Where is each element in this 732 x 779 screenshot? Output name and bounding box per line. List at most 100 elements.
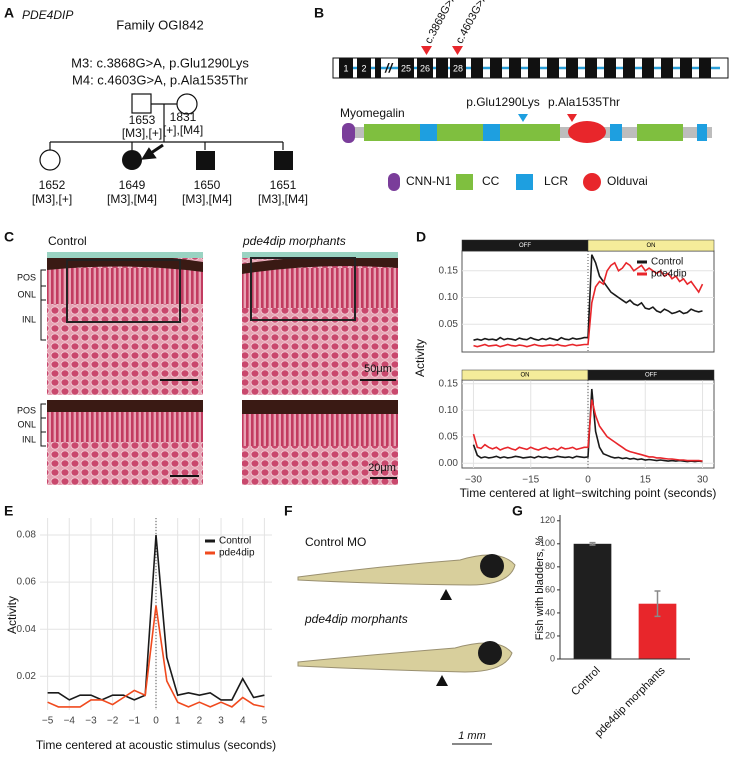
x-tick-label: 0 (153, 716, 159, 727)
y-axis-label: Activity (413, 339, 427, 377)
x-tick-label: −5 (42, 716, 54, 727)
genotype: [M3],[M4] (107, 192, 157, 206)
y-tick-label: 100 (540, 538, 555, 548)
y-tick-label: 0.05 (439, 319, 459, 330)
y-tick-label: 0.10 (439, 292, 459, 303)
genotype: [M3],[M4] (258, 192, 308, 206)
x-axis-label: Time centered at light−switching point (… (460, 486, 717, 500)
phase-bar (587, 239, 715, 252)
legend-label: pde4dip (651, 269, 687, 280)
series-line (472, 388, 703, 463)
y-tick-label: 0.05 (439, 431, 459, 442)
bladder-arrow (436, 675, 448, 686)
x-tick-label: −30 (465, 475, 482, 486)
protein-name: Myomegalin (340, 106, 405, 120)
legend-label: pde4dip (219, 548, 255, 559)
larva (297, 642, 513, 673)
condition-label: Control (48, 234, 87, 248)
micrograph (47, 400, 203, 485)
break-mark: // (384, 60, 394, 75)
legend-swatch (388, 173, 400, 191)
larvae: Control MO pde4dip morphants 1 mm (297, 535, 516, 745)
y-tick-label: 0.15 (439, 378, 459, 389)
legend-label: CC (482, 174, 500, 188)
individual-id: 1651 (270, 178, 297, 192)
series-line (472, 399, 703, 462)
panel-label: G (512, 503, 523, 519)
y-tick-label: 0.06 (17, 577, 37, 588)
x-tick-label: 3 (218, 716, 224, 727)
x-tick-label: 15 (640, 475, 652, 486)
x-tick-label: 2 (197, 716, 203, 727)
y-tick-label: 80 (545, 561, 555, 571)
exons (339, 58, 711, 78)
variant-label: c.4603G>A (454, 0, 491, 46)
legend-swatch (456, 174, 473, 190)
genotype: [M3],[+] (122, 126, 162, 140)
genotype: [M3],[+] (32, 192, 72, 206)
histology: Control pde4dip morphants 50μm 20μm POS … (17, 234, 398, 485)
scale-label: 20μm (368, 462, 396, 474)
legend-swatch (516, 174, 533, 190)
x-tick-label: 5 (262, 716, 268, 727)
exon-label: 25 (401, 63, 411, 73)
variant-label: p.Glu1290Lys (466, 95, 540, 109)
legend-label: LCR (544, 174, 568, 188)
x-tick-label: −2 (107, 716, 119, 727)
micrograph (47, 252, 203, 395)
x-axis-label: Time centered at acoustic stimulus (seco… (36, 738, 276, 752)
variant-marker (567, 114, 577, 122)
cnn-domain (342, 123, 355, 143)
panel-label: F (284, 503, 293, 519)
individual-id: 1649 (119, 178, 146, 192)
panel-label: E (4, 503, 13, 519)
layer-label: INL (22, 314, 36, 324)
x-tick-label: Control (569, 665, 603, 699)
individual-id: 1653 (129, 113, 156, 127)
genotype: [+],[M4] (163, 123, 203, 137)
legend-label: Control (651, 257, 683, 268)
y-tick-label: 0.10 (439, 405, 459, 416)
genotype: [M3],[M4] (182, 192, 232, 206)
error-bar (654, 590, 661, 618)
group-label: Control MO (305, 535, 366, 549)
phase-label: OFF (519, 243, 531, 249)
bladder-arrow (440, 589, 452, 600)
x-tick-label: −4 (64, 716, 76, 727)
layer-label: POS (17, 405, 36, 415)
exon-label: 2 (361, 63, 366, 73)
y-tick-label: 120 (540, 515, 555, 525)
variant-marker (421, 46, 463, 55)
cc-domains (364, 124, 683, 141)
male-symbol (131, 93, 152, 114)
y-axis-label: Activity (5, 596, 19, 634)
individual-id: 1831 (170, 110, 197, 124)
affected-male (274, 151, 293, 170)
mutation: M4: c.4603G>A, p.Ala1535Thr (72, 72, 249, 87)
larva (297, 554, 516, 586)
layer-label: POS (17, 272, 36, 282)
layer-brackets (40, 269, 46, 447)
phase-label: OFF (645, 373, 657, 379)
female-symbol (39, 149, 61, 171)
lcr-domains (420, 124, 707, 141)
y-tick-label: 0.04 (17, 624, 37, 635)
proband-arrow (141, 143, 164, 160)
layer-label: ONL (17, 419, 36, 429)
condition-label: pde4dip morphants (242, 234, 346, 248)
y-tick-label: 0 (550, 653, 555, 663)
legend-label: Control (219, 536, 251, 547)
group-label: pde4dip morphants (304, 612, 408, 626)
y-tick-label: 40 (545, 607, 555, 617)
phase-label: ON (647, 243, 656, 249)
x-tick-label: −15 (522, 475, 539, 486)
pedigree: PDE4DIP Family OGI842 M3: c.3868G>A, p.G… (22, 8, 308, 206)
variant-label: p.Ala1535Thr (548, 95, 620, 109)
series-line (473, 261, 704, 348)
exon-label: 28 (453, 63, 463, 73)
micrograph (242, 400, 398, 485)
x-tick-label: −3 (85, 716, 97, 727)
affected-female (122, 150, 142, 170)
legend-label: Olduvai (607, 174, 648, 188)
